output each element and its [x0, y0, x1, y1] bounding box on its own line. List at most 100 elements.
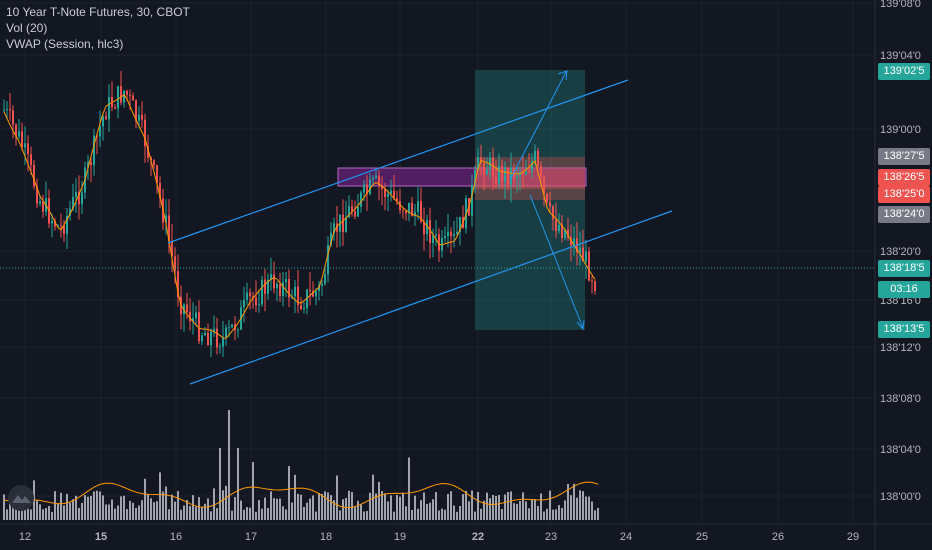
candle-body: [528, 170, 530, 172]
volume-bar: [501, 509, 503, 520]
candle-body: [504, 167, 506, 183]
volume-bar: [516, 503, 518, 520]
volume-bar: [408, 457, 410, 520]
volume-bar: [264, 497, 266, 520]
volume-bar: [249, 507, 251, 520]
candle-body: [267, 279, 269, 294]
volume-bar: [252, 462, 254, 520]
volume-bar: [213, 488, 215, 520]
candle-body: [276, 283, 278, 289]
candle-body: [117, 86, 119, 109]
price-tag[interactable]: 138'13'5: [878, 321, 930, 338]
candle-body: [195, 312, 197, 319]
candle-body: [222, 337, 224, 347]
candle-body: [120, 86, 122, 103]
volume-bar: [375, 493, 377, 520]
candle-body: [198, 312, 200, 342]
candle-body: [558, 224, 560, 231]
volume-bar: [297, 493, 299, 520]
candle-body: [33, 164, 35, 187]
price-tag[interactable]: 138'27'5: [878, 148, 930, 165]
volume-bar: [135, 507, 137, 520]
candle-body: [384, 189, 386, 197]
volume-indicator-label[interactable]: Vol (20): [6, 21, 48, 35]
candle-body: [366, 184, 368, 194]
price-tag[interactable]: 138'26'5: [878, 169, 930, 186]
candle-body: [258, 304, 260, 306]
arrow-head-down: [576, 319, 585, 331]
volume-bar: [276, 498, 278, 520]
price-tag[interactable]: 138'25'0: [878, 186, 930, 203]
volume-bar: [477, 491, 479, 520]
candle-body: [348, 206, 350, 218]
price-tag[interactable]: 138'18'5: [878, 260, 930, 277]
candle-body: [126, 90, 128, 95]
candle-body: [507, 167, 509, 185]
volume-bar: [78, 507, 80, 520]
candle-body: [525, 170, 527, 175]
volume-bar: [3, 494, 5, 520]
candle-body: [354, 211, 356, 217]
candle-body: [399, 201, 401, 211]
candle-body: [237, 329, 239, 331]
volume-bar: [342, 499, 344, 520]
symbol-title[interactable]: 10 Year T-Note Futures, 30, CBOT: [6, 5, 190, 19]
volume-bar: [72, 499, 74, 520]
volume-bar: [546, 508, 548, 520]
volume-bar: [180, 509, 182, 520]
candle-body: [15, 124, 17, 137]
candle-body: [261, 279, 263, 305]
volume-bar: [285, 509, 287, 520]
volume-bar: [465, 490, 467, 520]
volume-bar: [231, 510, 233, 520]
candle-body: [252, 295, 254, 298]
volume-bar: [411, 509, 413, 520]
candle-body: [297, 286, 299, 306]
volume-bar: [399, 496, 401, 520]
candle-body: [21, 131, 23, 148]
volume-bar: [441, 508, 443, 520]
volume-bar: [309, 498, 311, 520]
candle-body: [63, 225, 65, 234]
volume-bar: [195, 506, 197, 520]
candle-body: [357, 206, 359, 217]
volume-bar: [102, 495, 104, 520]
candle-body: [351, 206, 353, 212]
price-tag[interactable]: 138'24'0: [878, 206, 930, 223]
volume-bar: [192, 495, 194, 520]
candle-body: [51, 220, 53, 224]
candle-body: [534, 150, 536, 162]
volume-bar: [54, 491, 56, 520]
price-tick-label: 139'08'0: [880, 0, 921, 10]
candle-body: [192, 318, 194, 322]
volume-bar: [306, 502, 308, 520]
candle-body: [309, 289, 311, 292]
candle-body: [213, 328, 215, 332]
candle-body: [87, 162, 89, 168]
volume-bar: [534, 499, 536, 520]
vwap-indicator-label[interactable]: VWAP (Session, hlc3): [6, 37, 124, 51]
candle-body: [336, 223, 338, 232]
volume-bar: [459, 505, 461, 520]
volume-bar: [21, 509, 23, 520]
volume-bar: [582, 491, 584, 520]
candle-body: [273, 274, 275, 289]
price-tag[interactable]: 03:16: [878, 281, 930, 298]
volume-bar: [201, 506, 203, 520]
volume-bar: [153, 502, 155, 520]
volume-bar: [117, 505, 119, 520]
volume-bar: [12, 501, 14, 520]
volume-bar: [48, 506, 50, 520]
volume-bar: [57, 503, 59, 520]
price-tag[interactable]: 139'02'5: [878, 63, 930, 80]
volume-bar: [210, 511, 212, 520]
volume-ma-line: [3, 481, 599, 509]
candle-body: [93, 135, 95, 166]
candle-body: [573, 238, 575, 246]
volume-bar: [36, 500, 38, 520]
date-tick-label: 23: [545, 531, 557, 543]
candle-body: [486, 169, 488, 175]
candle-body: [270, 274, 272, 280]
